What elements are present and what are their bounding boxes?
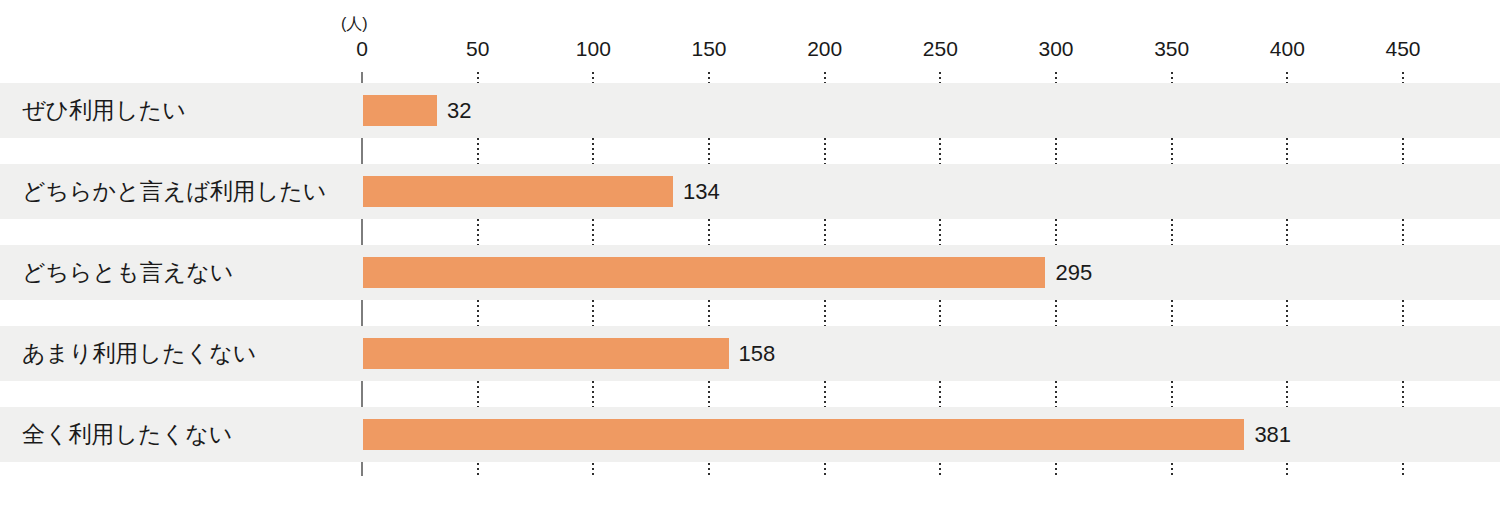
bar (363, 257, 1045, 288)
dotted-gridline (824, 381, 826, 407)
bar (363, 419, 1244, 450)
dotted-gridline (1055, 72, 1057, 83)
bar (363, 95, 437, 126)
bar (363, 338, 729, 369)
dotted-gridline (708, 72, 710, 83)
x-tick-label: 150 (669, 38, 749, 60)
dotted-gridline (1402, 381, 1404, 407)
value-label: 381 (1254, 419, 1291, 450)
dotted-gridline (939, 219, 941, 245)
dotted-gridline (708, 463, 710, 475)
dotted-gridline (1286, 381, 1288, 407)
bar (363, 176, 673, 207)
dotted-gridline (477, 463, 479, 475)
dotted-gridline (1055, 219, 1057, 245)
dotted-gridline (1402, 138, 1404, 164)
row-stripe: 全く利用したくない 381 (0, 407, 1500, 462)
category-label: どちらかと言えば利用したい (22, 164, 326, 219)
row-stripe: どちらかと言えば利用したい 134 (0, 164, 1500, 219)
dotted-gridline (1286, 300, 1288, 326)
dotted-gridline (939, 381, 941, 407)
x-tick-label: 400 (1247, 38, 1327, 60)
dotted-gridline (592, 72, 594, 83)
dotted-gridline (708, 300, 710, 326)
dotted-gridline (592, 463, 594, 475)
value-label: 134 (683, 176, 720, 207)
dotted-gridline (1055, 138, 1057, 164)
value-label: 32 (447, 95, 471, 126)
dotted-gridline (477, 381, 479, 407)
x-tick-label: 0 (322, 38, 402, 60)
x-tick-label: 100 (553, 38, 633, 60)
dotted-gridline (1171, 463, 1173, 475)
dotted-gridline (1402, 219, 1404, 245)
dotted-gridline (708, 219, 710, 245)
dotted-gridline (824, 463, 826, 475)
dotted-gridline (1055, 463, 1057, 475)
dotted-gridline (824, 72, 826, 83)
dotted-gridline (592, 219, 594, 245)
dotted-gridline (1055, 381, 1057, 407)
dotted-gridline (1402, 72, 1404, 83)
dotted-gridline (1286, 72, 1288, 83)
category-label: ぜひ利用したい (22, 83, 186, 138)
dotted-gridline (708, 381, 710, 407)
dotted-gridline (939, 138, 941, 164)
dotted-gridline (1171, 72, 1173, 83)
category-label: 全く利用したくない (22, 407, 232, 462)
dotted-gridline (1171, 381, 1173, 407)
dotted-gridline (477, 72, 479, 83)
dotted-gridline (1286, 463, 1288, 475)
x-tick-label: 300 (1016, 38, 1096, 60)
x-tick-label: 350 (1132, 38, 1212, 60)
dotted-gridline (939, 72, 941, 83)
x-tick-label: 450 (1363, 38, 1443, 60)
dotted-gridline (592, 138, 594, 164)
dotted-gridline (477, 138, 479, 164)
dotted-gridline (477, 219, 479, 245)
category-label: あまり利用したくない (22, 326, 256, 381)
axis-unit-label: (人) (341, 15, 368, 33)
row-stripe: あまり利用したくない 158 (0, 326, 1500, 381)
dotted-gridline (1286, 219, 1288, 245)
dotted-gridline (1402, 463, 1404, 475)
dotted-gridline (1171, 138, 1173, 164)
row-stripe: どちらとも言えない 295 (0, 245, 1500, 300)
dotted-gridline (824, 219, 826, 245)
dotted-gridline (1286, 138, 1288, 164)
dotted-gridline (824, 138, 826, 164)
x-tick-label: 250 (900, 38, 980, 60)
row-stripe: ぜひ利用したい 32 (0, 83, 1500, 138)
category-label: どちらとも言えない (22, 245, 233, 300)
survey-bar-chart: (人) 0 50 100 150 200 250 300 350 400 450 ぜひ利用したい 32… (0, 0, 1500, 513)
dotted-gridline (939, 300, 941, 326)
dotted-gridline (939, 463, 941, 475)
dotted-gridline (592, 381, 594, 407)
x-tick-label: 50 (438, 38, 518, 60)
dotted-gridline (708, 138, 710, 164)
value-label: 295 (1055, 257, 1092, 288)
dotted-gridline (1402, 300, 1404, 326)
dotted-gridline (592, 300, 594, 326)
dotted-gridline (824, 300, 826, 326)
dotted-gridline (1055, 300, 1057, 326)
dotted-gridline (477, 300, 479, 326)
x-tick-label: 200 (785, 38, 865, 60)
dotted-gridline (1171, 219, 1173, 245)
value-label: 158 (739, 338, 776, 369)
dotted-gridline (1171, 300, 1173, 326)
